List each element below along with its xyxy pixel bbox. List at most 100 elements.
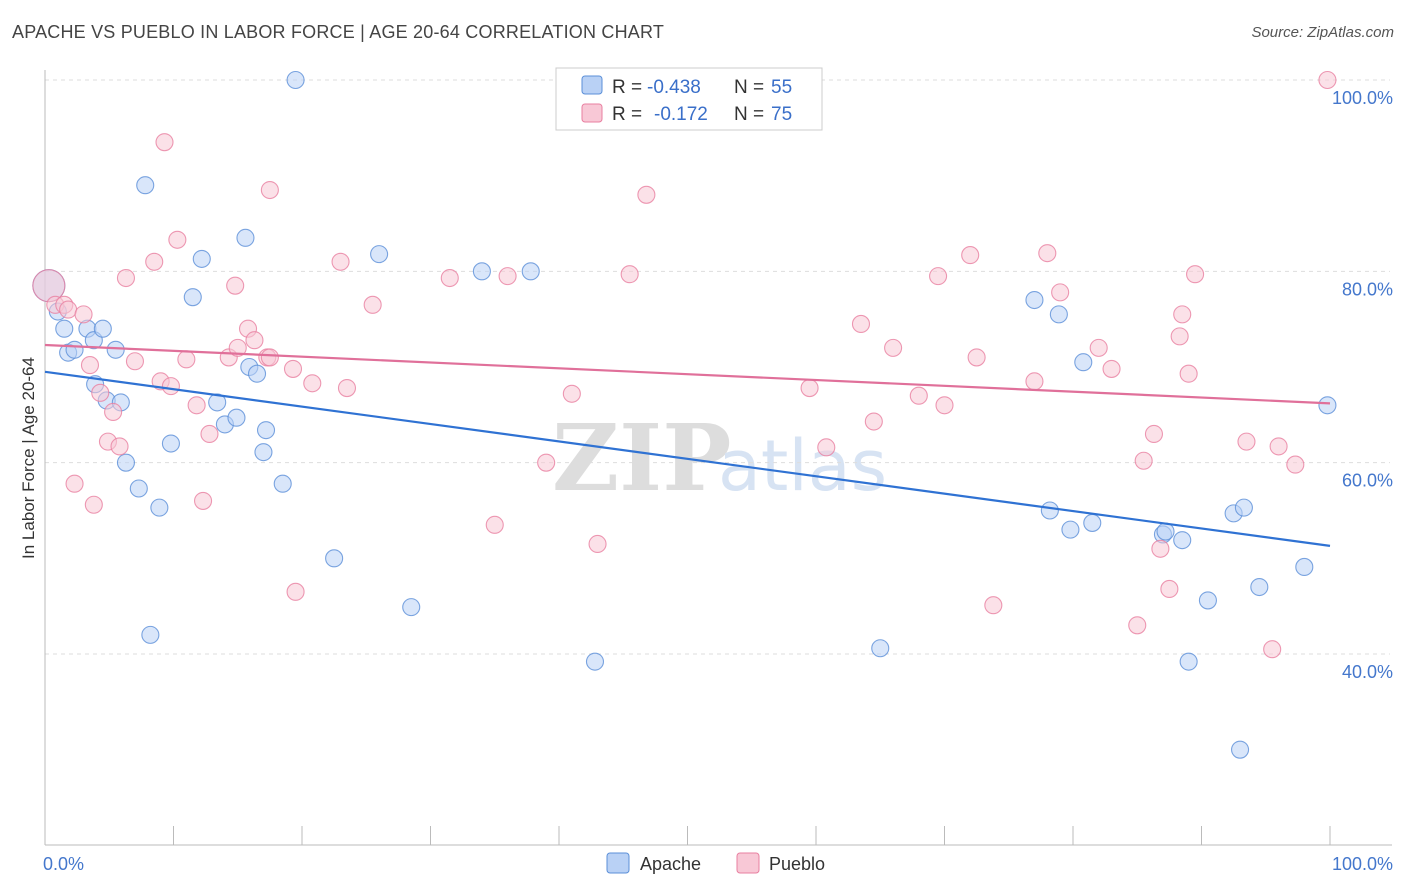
apache-point: [106, 340, 125, 359]
pueblo-point: [168, 230, 187, 249]
pueblo-point: [226, 276, 245, 295]
legend-n-value-apache: 55: [771, 77, 792, 98]
pueblo-point: [1160, 579, 1179, 598]
chart-title: APACHE VS PUEBLO IN LABOR FORCE | AGE 20…: [12, 22, 665, 42]
apache-point: [227, 408, 246, 427]
pueblo-point: [984, 596, 1003, 615]
apache-point: [1234, 498, 1253, 517]
pueblo-point: [1144, 424, 1164, 444]
watermark-zip: ZIP: [552, 404, 731, 512]
axes: 40.0% 60.0% 80.0% 100.0% 0.0% 100.0%: [43, 70, 1393, 874]
pueblo-point: [125, 352, 144, 371]
pueblo-point: [1134, 451, 1153, 470]
chart-source: Source: ZipAtlas.com: [1251, 24, 1394, 41]
pueblo-point: [1128, 616, 1147, 635]
y-tick-label: 60.0%: [1342, 471, 1393, 491]
pueblo-trend-line: [44, 343, 1331, 405]
legend-r-value-apache: -0.438: [647, 77, 701, 98]
x-tick-label-min: 0.0%: [43, 854, 84, 874]
pueblo-point: [1286, 455, 1305, 474]
pueblo-point: [84, 495, 103, 514]
pueblo-point: [1237, 432, 1256, 451]
apache-point: [1061, 520, 1080, 539]
pueblo-point: [283, 359, 303, 378]
pueblo-point: [1025, 372, 1044, 391]
pueblo-point: [1173, 305, 1192, 324]
pueblo-point: [1263, 640, 1282, 659]
pueblo-point: [331, 252, 350, 271]
bottom-legend-label-pueblo: Pueblo: [769, 854, 825, 874]
pueblo-point: [110, 437, 129, 456]
apache-point: [286, 70, 305, 90]
pueblo-point: [65, 474, 84, 493]
pueblo-point: [1186, 265, 1205, 284]
apache-point: [871, 639, 890, 658]
x-tick-label-max: 100.0%: [1332, 854, 1393, 874]
apache-point: [256, 421, 276, 440]
pueblo-point: [562, 384, 581, 403]
pueblo-point: [363, 295, 382, 314]
pueblo-point: [1151, 539, 1170, 558]
apache-point: [65, 340, 84, 359]
apache-point: [402, 598, 421, 617]
pueblo-point: [161, 377, 180, 396]
pueblo-point: [177, 350, 196, 369]
apache-point: [150, 498, 169, 517]
pueblo-point: [91, 383, 110, 402]
pueblo-point: [620, 265, 639, 284]
y-tick-label: 40.0%: [1342, 662, 1393, 682]
apache-point: [247, 364, 267, 383]
legend-swatch-apache: [581, 75, 603, 95]
pueblo-point: [588, 534, 607, 554]
pueblo-point: [637, 185, 656, 204]
apache-point: [1083, 513, 1102, 532]
pueblo-point: [440, 268, 459, 288]
apache-point: [1295, 557, 1314, 576]
apache-point: [1231, 740, 1250, 759]
pueblo-point: [961, 246, 980, 265]
apache-point: [472, 262, 491, 281]
apache-point: [521, 262, 540, 281]
pueblo-point: [228, 338, 247, 357]
pueblo-point: [200, 424, 219, 444]
apache-point: [136, 176, 155, 195]
pueblo-point: [485, 515, 504, 534]
apache-point: [1198, 591, 1217, 610]
y-axis-label: In Labor Force | Age 20-64: [19, 357, 38, 559]
pueblo-point: [817, 438, 836, 457]
pueblo-point: [884, 338, 903, 357]
apache-point: [55, 319, 74, 338]
pueblo-point: [967, 348, 986, 367]
apache-point: [1074, 353, 1093, 372]
series-legend: Apache Pueblo: [606, 852, 825, 874]
apache-trend-line: [44, 370, 1331, 547]
apache-point: [183, 288, 202, 307]
pueblo-point: [929, 267, 948, 286]
apache-point: [1156, 522, 1175, 541]
bottom-legend-swatch-apache: [606, 852, 630, 874]
legend-n-value-pueblo: 75: [771, 104, 792, 125]
legend-r-label-apache: R =: [612, 77, 642, 98]
apache-point: [141, 625, 160, 644]
pueblo-point: [537, 453, 556, 472]
legend-r-value-pueblo: -0.172: [654, 104, 708, 125]
apache-point: [1173, 531, 1192, 550]
legend-n-label-apache: N =: [734, 77, 764, 98]
pueblo-point: [245, 331, 264, 350]
apache-point: [585, 652, 605, 671]
apache-point: [192, 249, 211, 268]
pueblo-point: [303, 374, 322, 393]
pueblo-point: [498, 267, 517, 286]
apache-point: [1025, 290, 1044, 310]
apache-point: [325, 549, 344, 568]
apache-point: [1040, 501, 1059, 520]
bottom-legend-swatch-pueblo: [736, 852, 760, 874]
y-tick-label: 100.0%: [1332, 88, 1393, 108]
pueblo-point: [187, 396, 206, 415]
apache-point: [236, 228, 255, 247]
pueblo-point: [194, 491, 213, 510]
bottom-legend-label-apache: Apache: [640, 854, 701, 874]
pueblo-point: [145, 252, 164, 271]
pueblo-point: [1089, 338, 1108, 357]
pueblo-point: [800, 378, 819, 398]
